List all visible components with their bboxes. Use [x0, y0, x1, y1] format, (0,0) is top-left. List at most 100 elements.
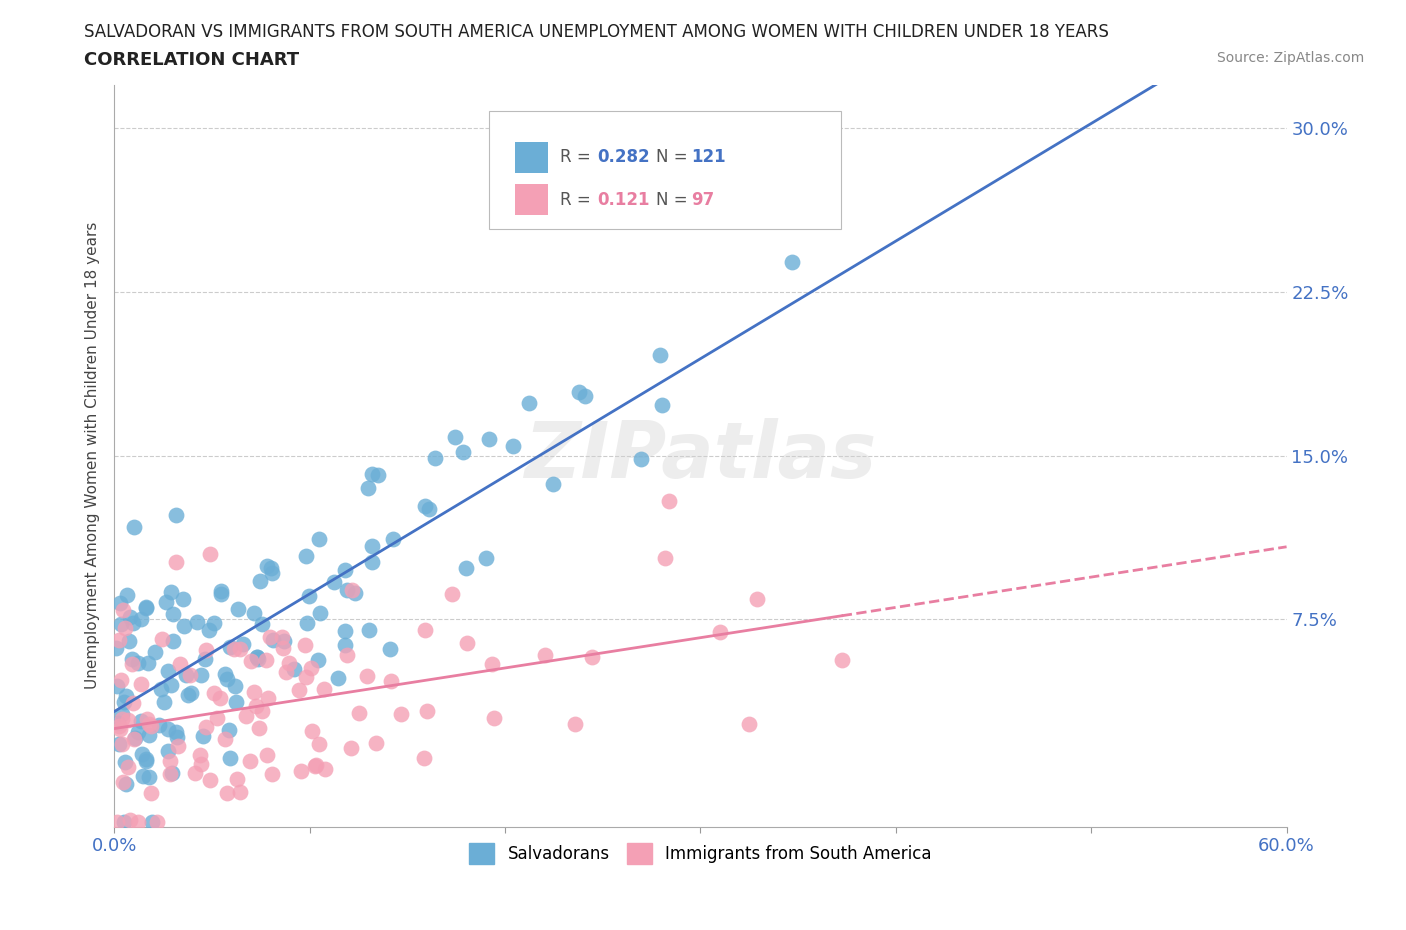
Point: [271, 641, 294, 656]
Text: 0.121: 0.121: [598, 191, 650, 208]
Point: [135, 751, 157, 766]
Point: [273, 634, 295, 649]
Point: [127, 656, 149, 671]
Point: [307, 652, 329, 667]
Point: [235, 709, 257, 724]
Point: [413, 751, 436, 765]
Point: [176, 687, 198, 702]
Point: [218, 639, 240, 654]
Point: [121, 658, 143, 672]
Point: [138, 716, 160, 731]
Point: [738, 717, 761, 732]
Point: [780, 255, 803, 270]
Point: [222, 642, 245, 657]
Point: [155, 594, 177, 609]
Point: [360, 538, 382, 553]
Point: [120, 812, 142, 827]
Point: [249, 574, 271, 589]
Point: [243, 605, 266, 620]
Point: [418, 502, 440, 517]
Point: [254, 653, 277, 668]
Point: [224, 678, 246, 693]
Point: [127, 724, 149, 739]
Point: [481, 657, 503, 671]
Text: N =: N =: [655, 191, 693, 208]
Point: [111, 711, 134, 726]
Point: [340, 583, 363, 598]
Point: [709, 624, 731, 639]
Point: [475, 551, 498, 565]
Point: [228, 784, 250, 799]
Point: [188, 748, 211, 763]
Point: [111, 737, 134, 751]
Point: [413, 622, 436, 637]
Point: [141, 815, 163, 830]
Point: [581, 650, 603, 665]
Point: [165, 508, 187, 523]
Point: [247, 721, 270, 736]
Point: [131, 747, 153, 762]
FancyBboxPatch shape: [515, 142, 548, 173]
Point: [564, 717, 586, 732]
Point: [143, 644, 166, 659]
Point: [304, 758, 326, 773]
Point: [229, 642, 252, 657]
Point: [416, 703, 439, 718]
Point: [129, 676, 152, 691]
Point: [270, 630, 292, 644]
Point: [135, 753, 157, 768]
Point: [112, 815, 135, 830]
Point: [482, 711, 505, 725]
Point: [456, 635, 478, 650]
Point: [314, 762, 336, 777]
Point: [202, 616, 225, 631]
Point: [308, 737, 330, 751]
Point: [502, 438, 524, 453]
Point: [246, 650, 269, 665]
Point: [135, 600, 157, 615]
Point: [301, 724, 323, 738]
Point: [256, 558, 278, 573]
Point: [246, 651, 269, 666]
Point: [260, 561, 283, 576]
Point: [198, 623, 221, 638]
Point: [107, 679, 129, 694]
Point: [209, 691, 232, 706]
Point: [243, 684, 266, 699]
Point: [198, 773, 221, 788]
Point: [367, 468, 389, 483]
Point: [294, 637, 316, 652]
Point: [343, 585, 366, 600]
Point: [314, 682, 336, 697]
Point: [150, 682, 173, 697]
Point: [378, 642, 401, 657]
Point: [162, 633, 184, 648]
Point: [105, 641, 128, 656]
Point: [413, 498, 436, 513]
Point: [356, 669, 378, 684]
Text: 97: 97: [690, 191, 714, 208]
Point: [110, 617, 132, 631]
Text: SALVADORAN VS IMMIGRANTS FROM SOUTH AMERICA UNEMPLOYMENT AMONG WOMEN WITH CHILDR: SALVADORAN VS IMMIGRANTS FROM SOUTH AMER…: [84, 23, 1109, 41]
Point: [138, 769, 160, 784]
Point: [276, 664, 298, 679]
Point: [288, 683, 311, 698]
Point: [159, 754, 181, 769]
Point: [162, 607, 184, 622]
Point: [574, 388, 596, 403]
Point: [650, 347, 672, 362]
Point: [124, 731, 146, 746]
Point: [127, 815, 149, 830]
Text: N =: N =: [655, 149, 693, 166]
Point: [651, 398, 673, 413]
Point: [745, 591, 768, 606]
FancyBboxPatch shape: [515, 184, 548, 216]
Point: [630, 451, 652, 466]
Point: [364, 736, 387, 751]
Point: [209, 583, 232, 598]
Point: [380, 673, 402, 688]
Point: [114, 695, 136, 710]
Point: [115, 588, 138, 603]
Point: [309, 605, 332, 620]
Point: [225, 771, 247, 786]
